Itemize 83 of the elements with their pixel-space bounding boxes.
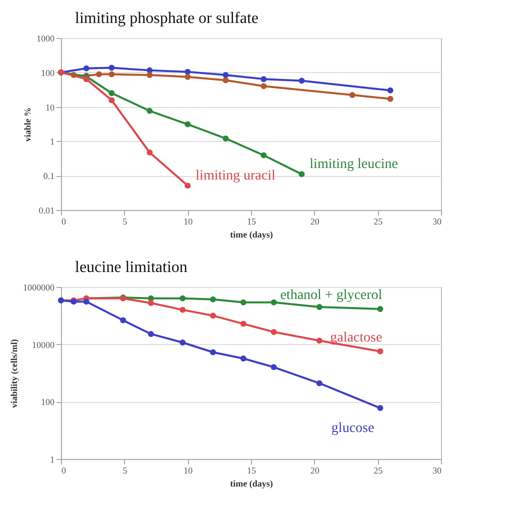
x-tick-label: 5 xyxy=(122,216,128,226)
x-tick-label: 15 xyxy=(247,216,256,226)
point xyxy=(180,295,186,302)
point xyxy=(240,356,246,362)
point xyxy=(298,171,305,178)
x-tick-label: 5 xyxy=(122,466,128,476)
point xyxy=(148,300,154,306)
point xyxy=(210,349,216,356)
point xyxy=(349,92,356,98)
point xyxy=(83,298,90,305)
point xyxy=(108,64,115,71)
point xyxy=(184,68,191,75)
x-axis-title: time (days) xyxy=(230,478,273,488)
point xyxy=(83,65,90,72)
y-tick-label: 10000 xyxy=(32,340,55,350)
series-label: limiting leucine xyxy=(310,157,398,172)
y-tick-label: 10 xyxy=(46,102,55,112)
point xyxy=(210,296,216,302)
point xyxy=(377,348,384,354)
x-tick-label: 15 xyxy=(247,466,256,476)
series-label: limiting uracil xyxy=(196,168,276,184)
point xyxy=(96,71,102,78)
point xyxy=(184,74,191,80)
point xyxy=(108,90,115,96)
point xyxy=(377,306,384,312)
point xyxy=(70,72,77,78)
x-tick-label: 30 xyxy=(432,216,442,226)
point xyxy=(260,152,267,158)
point xyxy=(108,97,115,104)
y-axis-title: viability (cells/ml) xyxy=(9,339,19,408)
point xyxy=(260,76,267,82)
point xyxy=(222,135,229,142)
point xyxy=(270,364,277,370)
point xyxy=(222,72,229,78)
y-tick-label: 0.1 xyxy=(43,171,54,182)
point xyxy=(387,96,394,102)
point xyxy=(148,330,154,337)
point xyxy=(184,121,191,128)
point xyxy=(222,77,229,84)
point xyxy=(260,83,267,90)
y-tick-label: 100 xyxy=(41,397,55,408)
x-tick-label: 0 xyxy=(62,216,66,226)
point xyxy=(210,312,216,319)
x-tick-label: 20 xyxy=(310,466,320,476)
point xyxy=(387,87,394,94)
point xyxy=(270,328,277,335)
series-label: ethanol + glycerol xyxy=(280,288,382,304)
point xyxy=(108,71,115,78)
point xyxy=(316,380,322,386)
y-tick-label: 100 xyxy=(41,68,55,78)
text: leucine limitation xyxy=(75,259,188,276)
point xyxy=(146,72,153,78)
point xyxy=(270,299,277,306)
point xyxy=(146,108,153,114)
x-tick-label: 25 xyxy=(374,216,384,226)
series-label: glucose xyxy=(331,421,374,436)
point xyxy=(146,149,153,156)
text: limiting phosphate or sulfate xyxy=(75,10,259,27)
point xyxy=(240,320,246,327)
point xyxy=(83,76,90,82)
x-tick-label: 0 xyxy=(62,466,66,476)
point xyxy=(180,306,186,313)
y-axis-title: viable % xyxy=(22,107,32,142)
x-tick-label: 30 xyxy=(432,466,442,476)
y-tick-label: 1000000 xyxy=(23,282,55,292)
point xyxy=(316,338,322,344)
x-tick-label: 25 xyxy=(374,466,384,476)
point xyxy=(377,405,384,412)
series-label: galactose xyxy=(330,330,382,346)
x-tick-label: 10 xyxy=(184,466,194,476)
point xyxy=(240,299,246,306)
y-tick-label: 0.01 xyxy=(38,206,54,216)
x-axis-title: time (days) xyxy=(230,230,273,240)
y-tick-label: 1000 xyxy=(36,34,55,44)
point xyxy=(184,182,191,189)
point xyxy=(120,317,126,324)
y-tick-label: 1 xyxy=(50,454,54,464)
point xyxy=(298,78,305,84)
point xyxy=(180,339,186,346)
y-tick-label: 1 xyxy=(50,136,54,147)
x-tick-label: 20 xyxy=(310,216,320,226)
x-tick-label: 10 xyxy=(184,216,194,226)
point xyxy=(316,304,322,310)
